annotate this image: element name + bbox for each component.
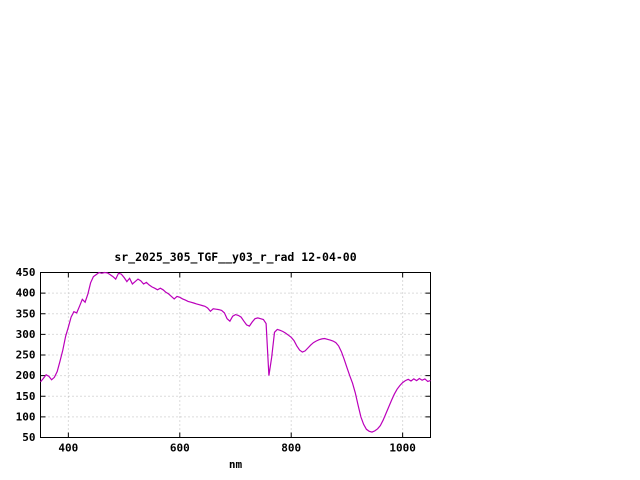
plot-border bbox=[40, 272, 431, 438]
y-tick-label: 100 bbox=[16, 410, 36, 423]
y-tick-label: 200 bbox=[16, 369, 36, 382]
chart-title: sr_2025_305_TGF__y03_r_rad 12-04-00 bbox=[114, 250, 357, 264]
y-tick-label: 150 bbox=[16, 390, 36, 403]
y-tick-label: 400 bbox=[16, 287, 36, 300]
x-tick-label: 600 bbox=[170, 442, 190, 455]
x-tick-label: 400 bbox=[58, 442, 78, 455]
y-tick-label: 450 bbox=[16, 266, 36, 279]
spectrum-line bbox=[40, 271, 431, 433]
y-tick-label: 350 bbox=[16, 307, 36, 320]
y-tick-label: 50 bbox=[22, 431, 35, 444]
x-tick-label: 800 bbox=[281, 442, 301, 455]
y-tick-label: 300 bbox=[16, 328, 36, 341]
x-axis-label: nm bbox=[228, 458, 243, 471]
y-tick-label: 250 bbox=[16, 349, 36, 362]
x-tick-label: 1000 bbox=[389, 442, 416, 455]
